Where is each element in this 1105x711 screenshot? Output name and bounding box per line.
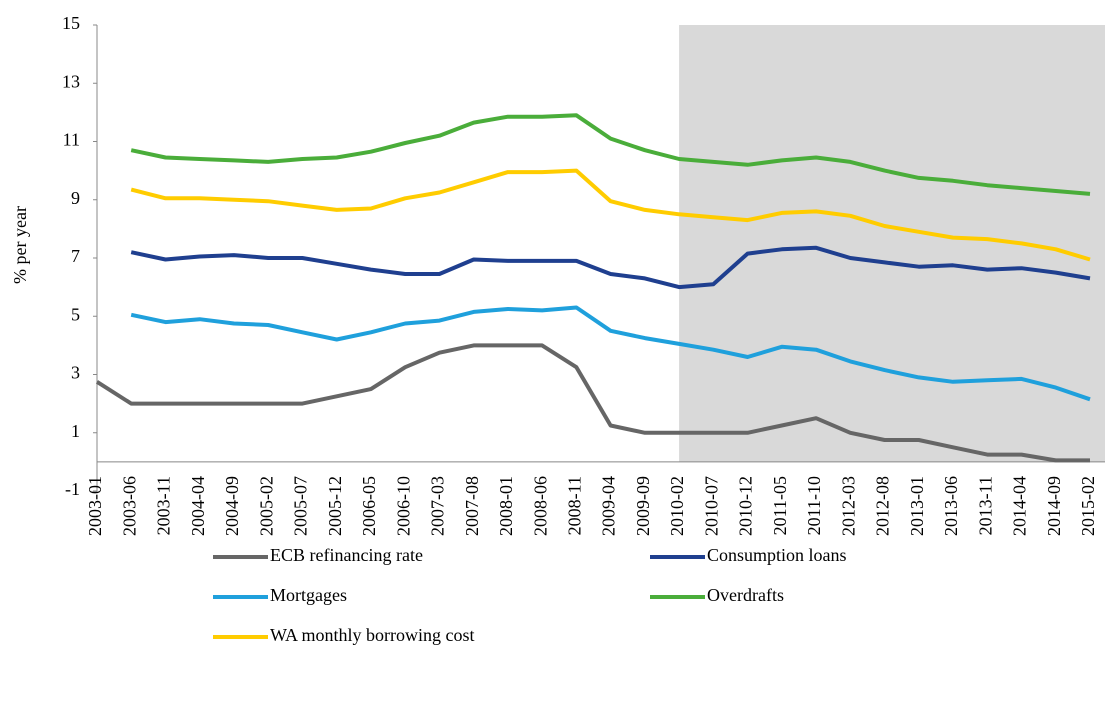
x-tick-label: 2007-03 (428, 476, 448, 536)
x-tick-label: 2006-05 (359, 476, 379, 536)
x-tick-label: 2010-07 (701, 476, 721, 536)
x-tick-label: 2003-06 (119, 476, 139, 536)
x-tick-label: 2009-09 (633, 476, 653, 536)
y-tick-label: 9 (71, 188, 80, 208)
legend-label: WA monthly borrowing cost (270, 625, 475, 645)
legend-label: Overdrafts (707, 585, 784, 605)
x-tick-label: 2013-11 (975, 476, 995, 535)
x-tick-label: 2010-02 (667, 476, 687, 536)
x-tick-label: 2012-08 (873, 476, 893, 536)
y-tick-label: 5 (71, 304, 80, 324)
x-tick-label: 2010-12 (736, 476, 756, 536)
legend-label: ECB refinancing rate (270, 545, 423, 565)
x-tick-label: 2007-08 (462, 476, 482, 536)
x-tick-label: 2009-04 (599, 476, 619, 536)
y-tick-label: 15 (62, 13, 80, 33)
y-tick-label: 1 (71, 421, 80, 441)
y-axis-label: % per year (10, 206, 30, 284)
x-tick-label: 2011-05 (770, 476, 790, 535)
x-tick-label: 2004-04 (188, 476, 208, 536)
y-tick-label: 13 (62, 71, 80, 91)
x-tick-label: 2008-11 (565, 476, 585, 535)
y-tick-label: 7 (71, 246, 80, 266)
y-tick-label: -1 (65, 479, 80, 499)
series-line (130, 245, 1091, 290)
x-tick-label: 2008-06 (530, 476, 550, 536)
x-tick-label: 2005-07 (291, 476, 311, 536)
legend-label: Consumption loans (707, 545, 847, 565)
legend-label: Mortgages (270, 585, 347, 605)
y-tick-label: 11 (63, 130, 80, 150)
series-line (130, 168, 1091, 262)
shaded-region (679, 25, 1105, 462)
y-tick-label: 3 (71, 363, 80, 383)
series-line (130, 305, 1091, 402)
x-tick-label: 2013-06 (941, 476, 961, 536)
x-tick-label: 2008-01 (496, 476, 516, 536)
x-tick-label: 2003-11 (154, 476, 174, 535)
x-tick-label: 2012-03 (838, 476, 858, 536)
series-line (95, 343, 1090, 463)
x-tick-label: 2006-10 (393, 476, 413, 536)
x-tick-label: 2003-01 (85, 476, 105, 536)
x-tick-label: 2014-09 (1044, 476, 1064, 536)
x-tick-label: 2011-10 (804, 476, 824, 535)
series-line (130, 113, 1091, 196)
x-tick-label: 2014-04 (1010, 476, 1030, 536)
x-tick-label: 2005-02 (256, 476, 276, 536)
x-tick-label: 2004-09 (222, 476, 242, 536)
x-tick-label: 2005-12 (325, 476, 345, 536)
x-tick-label: 2015-02 (1078, 476, 1098, 536)
x-tick-label: 2013-01 (907, 476, 927, 536)
